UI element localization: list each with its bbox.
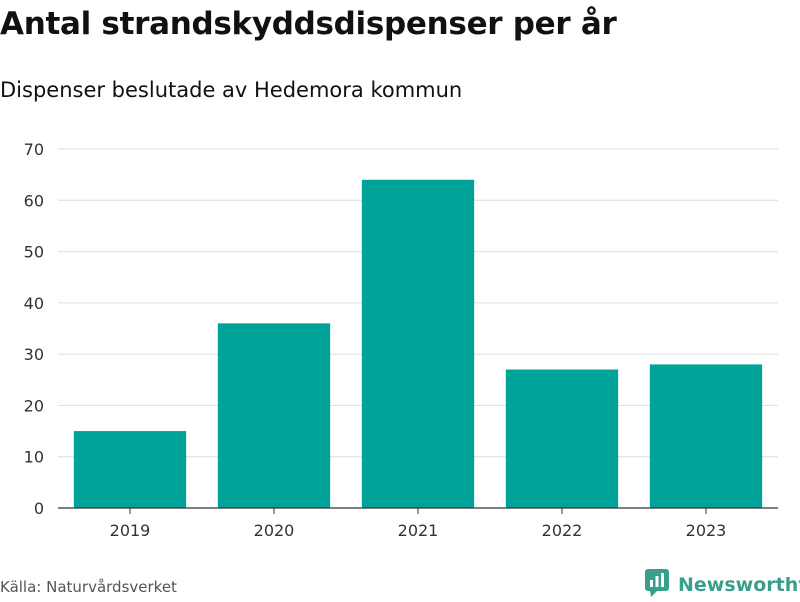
x-tick-label: 2020 bbox=[254, 521, 295, 540]
x-tick-label: 2019 bbox=[110, 521, 151, 540]
bars bbox=[73, 179, 763, 508]
bar-2022 bbox=[505, 369, 619, 508]
y-tick-label: 40 bbox=[24, 294, 44, 313]
brand-name: Newsworthy bbox=[678, 574, 800, 596]
x-tick-label: 2023 bbox=[686, 521, 727, 540]
bar-2020 bbox=[217, 323, 331, 508]
brand-logo[interactable]: Newsworthy bbox=[644, 568, 800, 602]
y-tick-label: 20 bbox=[24, 396, 44, 415]
bar-2023 bbox=[649, 364, 763, 508]
bar-2019 bbox=[73, 431, 187, 508]
y-tick-label: 70 bbox=[24, 140, 44, 159]
y-tick-label: 60 bbox=[24, 191, 44, 210]
x-tick-label: 2021 bbox=[398, 521, 439, 540]
newsworthy-logo-icon bbox=[644, 568, 670, 602]
y-tick-label: 30 bbox=[24, 345, 44, 364]
x-tick-label: 2022 bbox=[542, 521, 583, 540]
bar-2021 bbox=[361, 179, 475, 508]
axes: 0 10 20 30 40 50 60 70 2019 2020 2021 2022 2023 bbox=[24, 140, 778, 540]
y-tick-label: 10 bbox=[24, 448, 44, 467]
y-tick-label: 0 bbox=[34, 499, 44, 518]
bar-chart: 0 10 20 30 40 50 60 70 2019 2020 2021 2022 2023 bbox=[24, 140, 778, 540]
chart-subtitle: Dispenser beslutade av Hedemora kommun bbox=[0, 78, 463, 102]
y-tick-label: 50 bbox=[24, 243, 44, 262]
chart-title: Antal strandskyddsdispenser per år bbox=[0, 6, 617, 42]
source-note: Källa: Naturvårdsverket bbox=[0, 578, 177, 596]
